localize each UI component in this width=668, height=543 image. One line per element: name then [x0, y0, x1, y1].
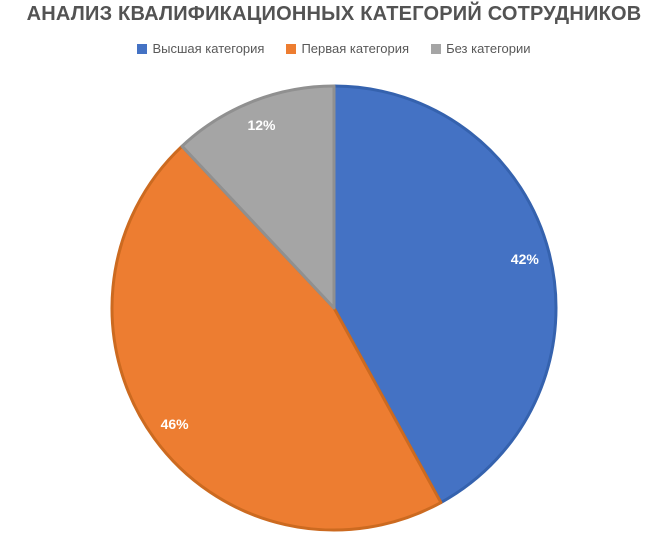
pie-plot-area: 42%46%12%	[110, 84, 558, 532]
pie-slice-2[interactable]	[110, 144, 443, 532]
chart-legend: Высшая категория Первая категория Без кате…	[0, 41, 668, 56]
legend-label: Без категории	[446, 41, 531, 56]
legend-item-2[interactable]: Первая категория	[286, 41, 409, 56]
legend-label: Первая категория	[301, 41, 410, 56]
legend-label: Высшая категория	[152, 41, 265, 56]
legend-swatch-icon	[431, 43, 442, 54]
legend-item-3[interactable]: Без категории	[431, 41, 531, 56]
pie-slice-1[interactable]	[332, 84, 558, 505]
pie-slice-3[interactable]	[180, 84, 336, 310]
legend-swatch-icon	[286, 43, 297, 54]
legend-swatch-icon	[137, 43, 148, 54]
legend-item-1[interactable]: Высшая категория	[137, 41, 264, 56]
chart-title: АНАЛИЗ КВАЛИФИКАЦИОННЫХ КАТЕГОРИЙ СОТРУД…	[26, 3, 642, 25]
